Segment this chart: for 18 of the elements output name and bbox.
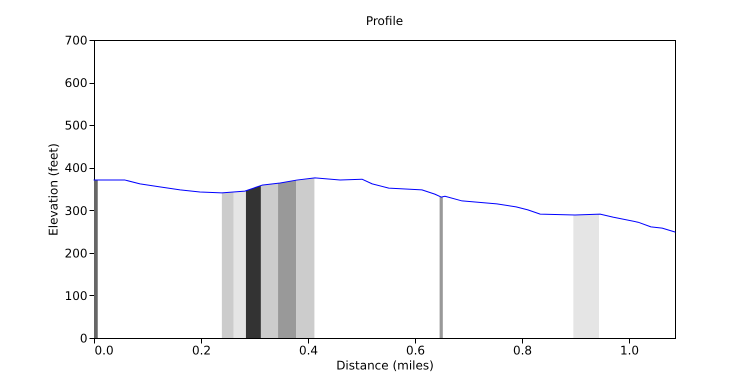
x-tick-label: 0.4	[298, 344, 318, 358]
x-tick-label: 0.0	[94, 344, 114, 358]
chart-title: Profile	[366, 14, 404, 28]
y-tick-label: 500	[64, 118, 88, 133]
line-series	[94, 177, 676, 232]
x-tick-label: 0.8	[512, 344, 532, 358]
y-tick-label: 400	[64, 161, 88, 176]
y-tick-label: 0	[80, 332, 88, 346]
y-tick-label: 300	[64, 204, 88, 218]
y-tick-label: 100	[64, 288, 88, 303]
y-tick-label: 700	[64, 34, 88, 48]
x-tick-label: 1.0	[620, 344, 640, 358]
y-axis-title: Elevation (feet)	[46, 143, 61, 236]
x-tick-label: 0.2	[192, 344, 212, 358]
y-tick-label: 200	[64, 246, 88, 260]
x-tick-label: 0.6	[406, 344, 426, 358]
y-tick-label: 600	[64, 76, 88, 90]
x-axis-title: Distance (miles)	[336, 358, 434, 372]
